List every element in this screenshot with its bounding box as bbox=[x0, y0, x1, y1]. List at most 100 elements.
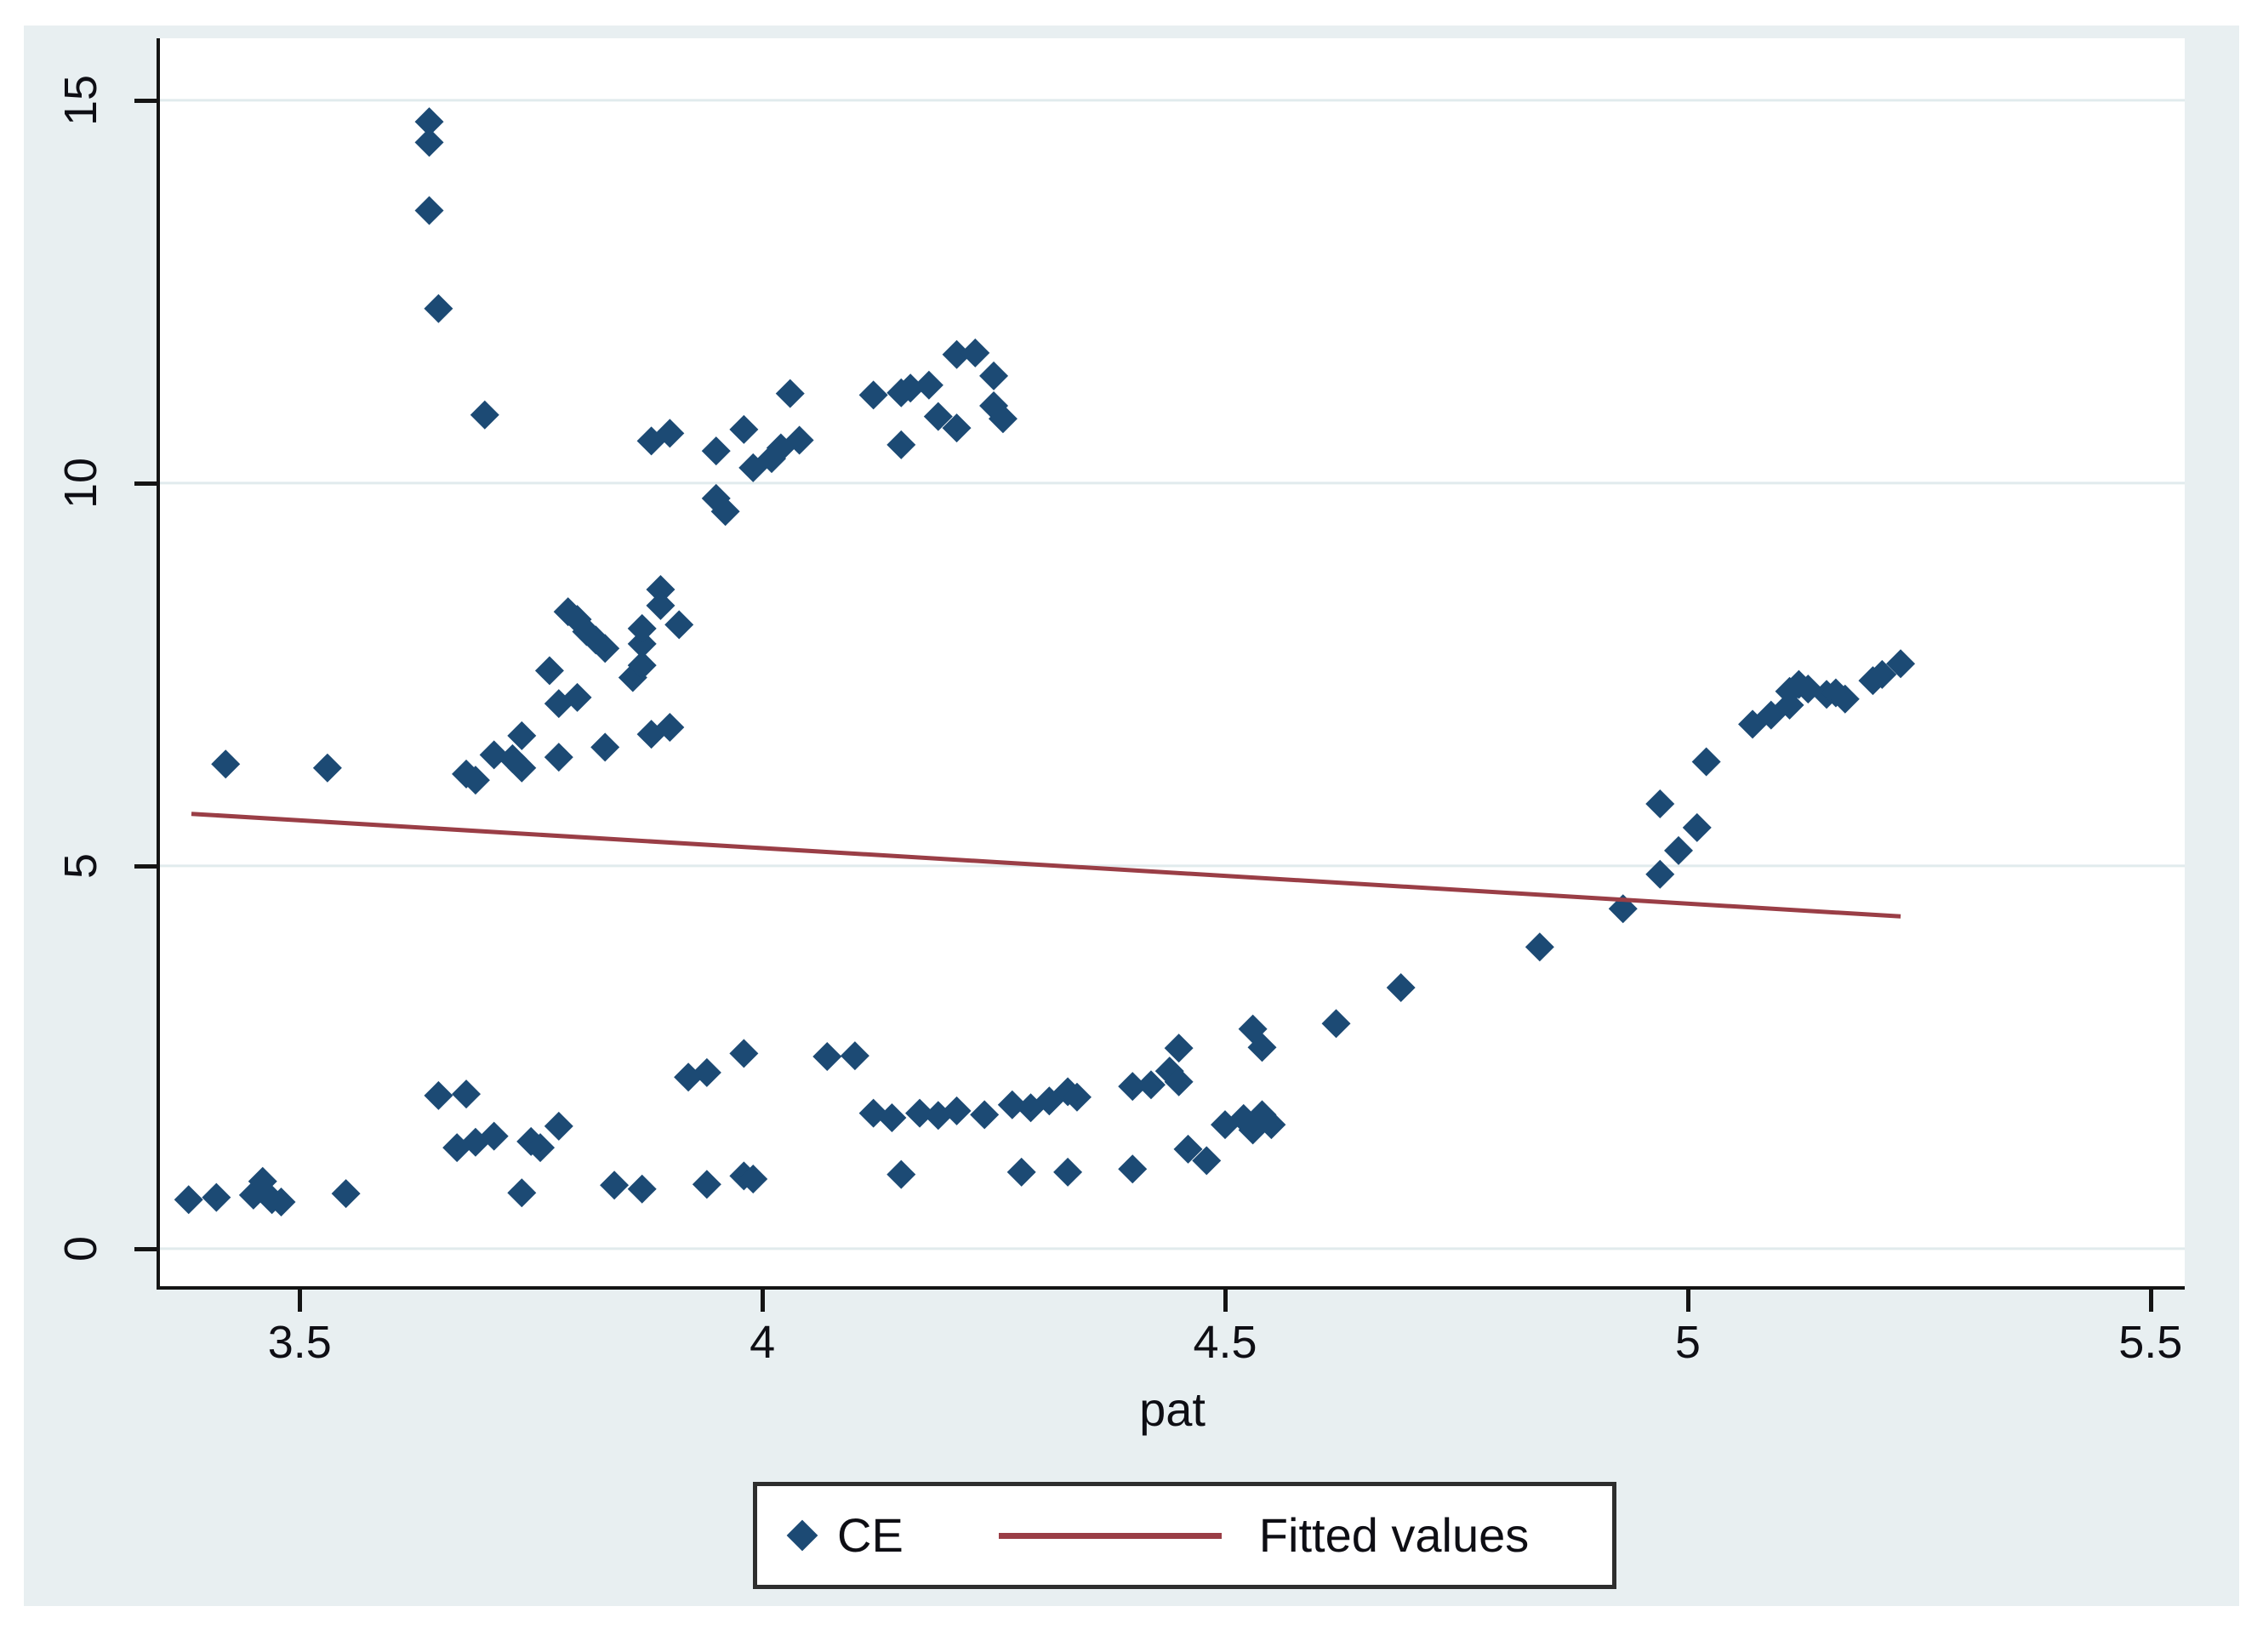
x-tick-label: 3.5 bbox=[267, 1317, 332, 1368]
y-tick-label: 0 bbox=[55, 1235, 106, 1262]
ce-data-point bbox=[202, 1182, 231, 1212]
ce-data-point bbox=[710, 497, 740, 527]
ce-data-point bbox=[784, 425, 814, 455]
ce-data-point bbox=[886, 430, 916, 459]
ce-data-point bbox=[590, 732, 620, 762]
x-axis-title: pat bbox=[1139, 1382, 1206, 1436]
ce-data-point bbox=[1136, 1070, 1166, 1100]
ce-data-point bbox=[1192, 1146, 1222, 1176]
ce-data-point bbox=[942, 413, 972, 443]
ce-data-point bbox=[1053, 1157, 1083, 1187]
ce-data-point bbox=[507, 753, 537, 783]
ce-data-point bbox=[729, 1039, 759, 1068]
ce-data-point bbox=[942, 1096, 972, 1125]
ce-data-point bbox=[970, 1100, 1000, 1130]
ce-data-point bbox=[738, 1165, 768, 1193]
ce-data-point bbox=[1886, 649, 1916, 679]
ce-data-point bbox=[211, 749, 241, 779]
ce-data-point bbox=[812, 1042, 842, 1071]
ce-data-point bbox=[877, 1103, 907, 1132]
ce-data-point bbox=[627, 629, 657, 658]
x-axis-tick bbox=[1223, 1290, 1228, 1312]
ce-data-point bbox=[757, 444, 787, 474]
x-axis-tick bbox=[1685, 1290, 1690, 1312]
ce-data-point bbox=[470, 400, 499, 430]
ce-data-point bbox=[452, 1079, 482, 1109]
ce-data-point bbox=[1247, 1033, 1277, 1062]
ce-data-point bbox=[526, 1133, 556, 1163]
ce-data-point bbox=[1645, 859, 1675, 889]
ce-diamond-marker-icon bbox=[786, 1519, 818, 1552]
ce-data-point bbox=[858, 380, 888, 410]
scatter-plot-canvas bbox=[160, 99, 2185, 1250]
ce-data-point bbox=[905, 1098, 935, 1128]
y-axis-tick bbox=[134, 481, 157, 486]
y-tick-label: 15 bbox=[55, 74, 106, 126]
ce-data-point bbox=[729, 414, 759, 444]
x-tick-label: 5 bbox=[1674, 1317, 1701, 1368]
ce-data-point bbox=[701, 436, 731, 466]
ce-data-point bbox=[1664, 835, 1693, 865]
y-axis-tick bbox=[134, 1246, 157, 1251]
fitted-line-sample-icon bbox=[998, 1532, 1222, 1539]
chart-figure: pat CE Fitted values 0 5 10 15 3.5 4 4.5 5 5.5 bbox=[24, 26, 2239, 1606]
ce-data-point bbox=[1321, 1009, 1351, 1039]
ce-data-point bbox=[1645, 789, 1675, 818]
fitted-values-line bbox=[191, 812, 1901, 919]
ce-data-point bbox=[590, 634, 620, 664]
ce-data-point bbox=[507, 721, 537, 750]
legend-label-fitted-values: Fitted values bbox=[1258, 1508, 1530, 1562]
y-axis-tick bbox=[134, 98, 157, 103]
legend-label-ce: CE bbox=[837, 1508, 903, 1562]
ce-data-point bbox=[1830, 684, 1860, 714]
ce-data-point bbox=[655, 713, 685, 742]
ce-data-point bbox=[544, 1111, 573, 1141]
ce-data-point bbox=[248, 1166, 277, 1196]
ce-data-point bbox=[1525, 932, 1554, 962]
x-axis-tick bbox=[761, 1290, 766, 1312]
ce-data-point bbox=[692, 1057, 721, 1087]
ce-data-point bbox=[840, 1041, 869, 1071]
x-tick-label: 4.5 bbox=[1193, 1317, 1257, 1368]
ce-data-point bbox=[1118, 1154, 1148, 1184]
ce-data-point bbox=[1173, 1134, 1203, 1164]
ce-data-point bbox=[534, 656, 564, 686]
x-axis-tick bbox=[298, 1290, 303, 1312]
ce-data-point bbox=[424, 293, 453, 323]
ce-data-point bbox=[1682, 812, 1712, 842]
ce-data-point bbox=[414, 196, 444, 225]
ce-data-point bbox=[692, 1170, 721, 1199]
ce-data-point bbox=[1016, 1093, 1046, 1123]
ce-data-point bbox=[414, 107, 444, 137]
ce-data-point bbox=[886, 1159, 916, 1189]
ce-data-point bbox=[942, 339, 972, 369]
ce-data-point bbox=[1257, 1110, 1286, 1140]
ce-data-point bbox=[914, 370, 943, 400]
ce-data-point bbox=[775, 379, 805, 408]
ce-data-point bbox=[646, 575, 675, 604]
ce-data-point bbox=[997, 1090, 1027, 1119]
ce-data-point bbox=[1691, 747, 1721, 777]
x-tick-label: 5.5 bbox=[2118, 1317, 2183, 1368]
y-tick-label: 10 bbox=[55, 457, 106, 509]
ce-data-point bbox=[960, 338, 990, 367]
ce-data-point bbox=[442, 1133, 472, 1163]
ce-data-point bbox=[988, 404, 1017, 434]
ce-data-point bbox=[544, 743, 573, 772]
ce-data-point bbox=[414, 128, 444, 157]
ce-data-point bbox=[424, 1080, 453, 1110]
ce-data-point bbox=[1118, 1072, 1148, 1102]
ce-data-point bbox=[896, 373, 926, 403]
x-tick-label: 4 bbox=[750, 1317, 776, 1368]
y-tick-label: 5 bbox=[55, 852, 106, 879]
ce-data-point bbox=[979, 361, 1009, 390]
ce-data-point bbox=[1386, 973, 1416, 1002]
ce-data-point bbox=[331, 1179, 361, 1209]
ce-data-point bbox=[627, 1174, 657, 1204]
ce-data-point bbox=[627, 651, 657, 681]
ce-data-point bbox=[174, 1185, 203, 1215]
ce-data-point bbox=[266, 1188, 296, 1216]
legend: CE Fitted values bbox=[753, 1482, 1616, 1589]
ce-data-point bbox=[600, 1171, 630, 1200]
ce-data-point bbox=[507, 1178, 537, 1208]
